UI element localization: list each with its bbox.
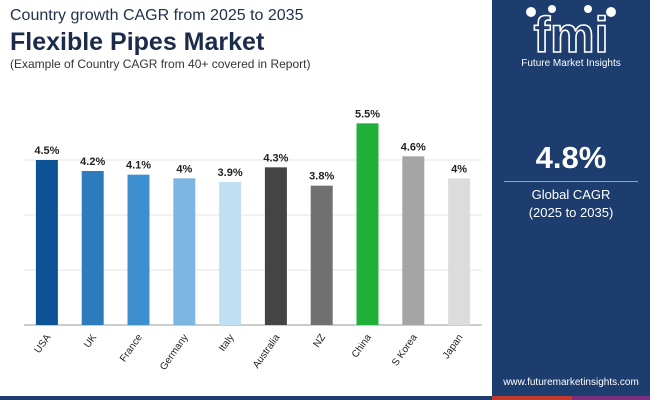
chart-caption: (Example of Country CAGR from 40+ covere… bbox=[10, 57, 311, 71]
bar-china bbox=[356, 123, 379, 325]
data-label-australia: 4.3% bbox=[263, 152, 288, 164]
bar-chart-area: 4.5% USA 4.2% UK 4.1% France 4% Germany 3.9% Ital… bbox=[0, 85, 492, 372]
brand-name: Future Market Insights bbox=[521, 58, 621, 69]
chart-header: Country growth CAGR from 2025 to 2035 Fl… bbox=[0, 0, 492, 78]
fmi-logo-icon: fmi bbox=[526, 5, 616, 64]
data-label-china: 5.5% bbox=[355, 108, 380, 120]
logo-industry-icon bbox=[584, 5, 592, 13]
chart-title: Flexible Pipes Market bbox=[10, 28, 265, 56]
footer-bar-segment-3 bbox=[572, 396, 650, 400]
data-label-germany: 4% bbox=[176, 163, 192, 175]
data-label-italy: 3.9% bbox=[218, 167, 243, 179]
data-label-usa: 4.5% bbox=[34, 145, 59, 157]
tick-label-china: China bbox=[350, 332, 374, 360]
data-label-france: 4.1% bbox=[126, 160, 151, 172]
data-label-s-korea: 4.6% bbox=[401, 141, 426, 153]
footer-bar-segment-1 bbox=[0, 396, 492, 400]
footer-bar-segment-2 bbox=[492, 396, 572, 400]
brand-logo: fmi bbox=[492, 0, 650, 80]
bar-italy bbox=[219, 182, 242, 325]
bar-germany bbox=[173, 178, 196, 325]
bar-japan bbox=[448, 178, 471, 325]
bar-uk bbox=[81, 171, 104, 325]
bar-s-korea bbox=[402, 156, 425, 325]
logo-mark: fmi bbox=[534, 7, 609, 60]
tick-label-italy: Italy bbox=[217, 332, 237, 353]
bar-usa bbox=[35, 160, 58, 325]
global-cagr-value: 4.8% bbox=[535, 140, 607, 175]
tick-label-germany: Germany bbox=[158, 332, 191, 370]
bar-chart: 4.5% USA 4.2% UK 4.1% France 4% Germany 3.9% Ital… bbox=[24, 108, 482, 372]
footer-color-bar bbox=[0, 396, 650, 400]
global-cagr-label: Global CAGR bbox=[531, 187, 611, 202]
bar-nz bbox=[310, 185, 333, 325]
side-panel: fmi Future Market Insights 4.8% Global C… bbox=[492, 0, 650, 400]
tick-label-uk: UK bbox=[82, 332, 99, 350]
website-link[interactable]: www.futuremarketinsights.com bbox=[503, 377, 639, 388]
tick-label-japan: Japan bbox=[441, 332, 466, 361]
tick-label-nz: NZ bbox=[311, 332, 328, 349]
data-label-japan: 4% bbox=[451, 163, 467, 175]
global-cagr-period: (2025 to 2035) bbox=[528, 205, 614, 220]
chart-subtitle: Country growth CAGR from 2025 to 2035 bbox=[10, 7, 304, 24]
bar-france bbox=[127, 174, 150, 325]
data-label-uk: 4.2% bbox=[80, 156, 105, 168]
tick-label-usa: USA bbox=[33, 332, 54, 355]
logo-chart-icon bbox=[606, 7, 616, 17]
tick-label-france: France bbox=[118, 332, 145, 364]
tick-label-s-korea: S Korea bbox=[390, 332, 420, 368]
data-label-nz: 3.8% bbox=[309, 171, 334, 183]
bar-australia bbox=[264, 167, 287, 325]
logo-globe-icon bbox=[526, 7, 536, 17]
tick-label-australia: Australia bbox=[251, 332, 283, 370]
logo-people-icon bbox=[548, 5, 556, 13]
cagr-divider bbox=[504, 181, 638, 182]
